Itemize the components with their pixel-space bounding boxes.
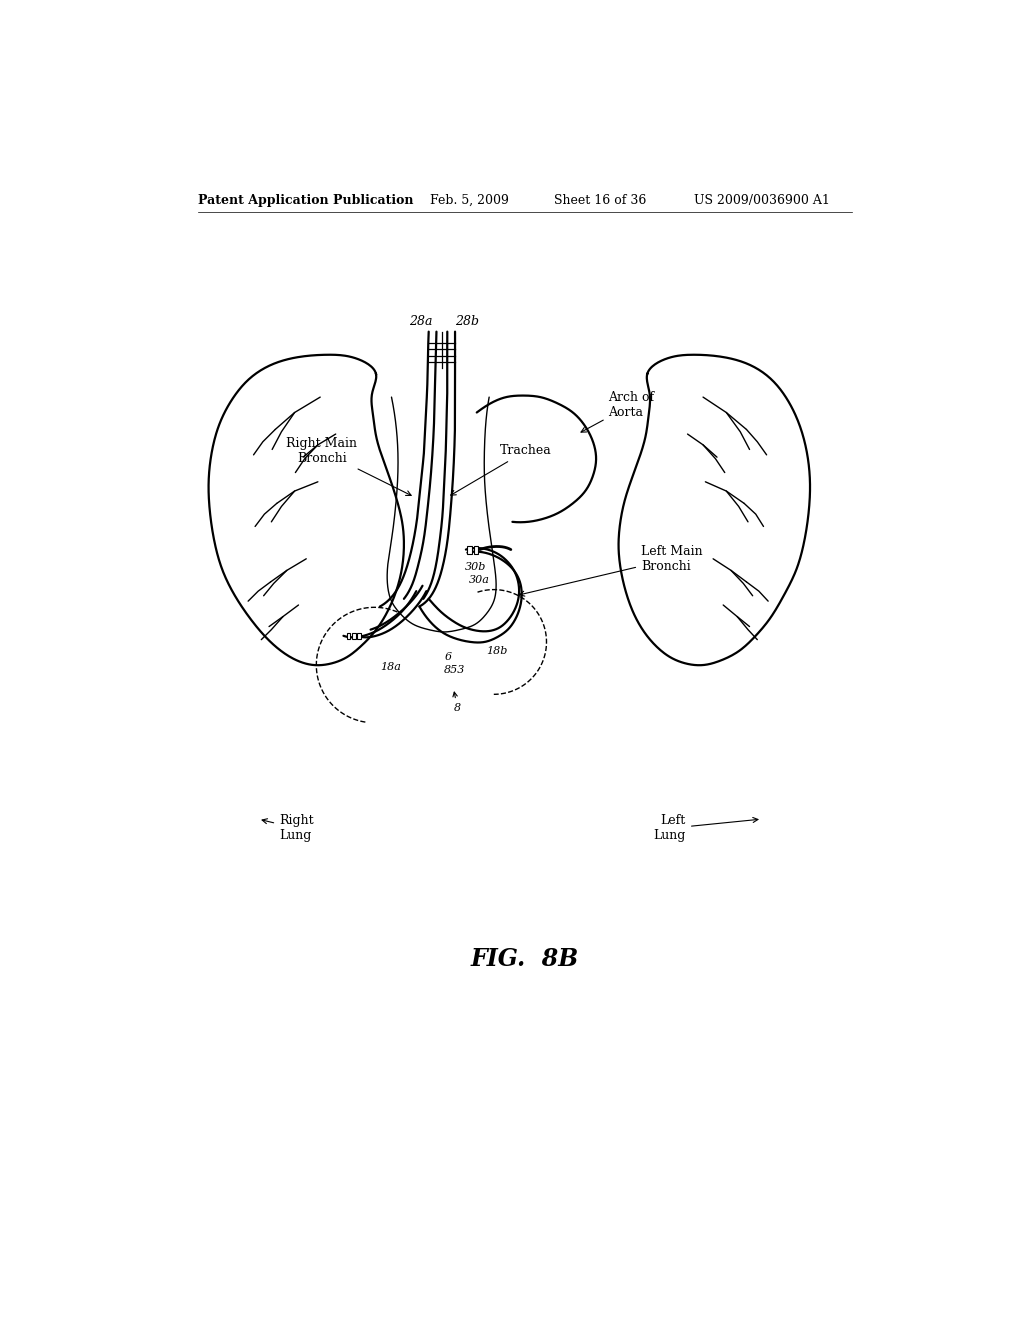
Bar <box>474 546 478 554</box>
Text: Patent Application Publication: Patent Application Publication <box>198 194 414 207</box>
Text: Arch of
Aorta: Arch of Aorta <box>581 391 654 432</box>
Text: 6: 6 <box>444 652 452 663</box>
Text: Right
Lung: Right Lung <box>262 814 313 842</box>
Text: 30a: 30a <box>469 576 489 585</box>
Text: 30b: 30b <box>465 561 486 572</box>
Polygon shape <box>209 355 403 665</box>
Text: Left
Lung: Left Lung <box>653 814 758 842</box>
Text: US 2009/0036900 A1: US 2009/0036900 A1 <box>693 194 829 207</box>
Text: 853: 853 <box>444 665 466 675</box>
Bar <box>346 632 350 639</box>
Text: Feb. 5, 2009: Feb. 5, 2009 <box>430 194 509 207</box>
Text: Sheet 16 of 36: Sheet 16 of 36 <box>554 194 646 207</box>
Text: 28b: 28b <box>455 315 479 329</box>
Text: 8: 8 <box>453 692 461 713</box>
Polygon shape <box>618 355 810 665</box>
Bar <box>357 632 361 639</box>
Text: Trachea: Trachea <box>451 445 552 495</box>
Text: Left Main
Bronchi: Left Main Bronchi <box>519 545 702 597</box>
Text: 18a: 18a <box>380 661 400 672</box>
Bar <box>352 632 356 639</box>
Text: 28a: 28a <box>409 315 432 329</box>
Text: Right Main
Bronchi: Right Main Bronchi <box>287 437 412 495</box>
Bar <box>467 546 472 554</box>
Text: 18b: 18b <box>486 647 508 656</box>
Text: FIG.  8B: FIG. 8B <box>471 948 579 972</box>
